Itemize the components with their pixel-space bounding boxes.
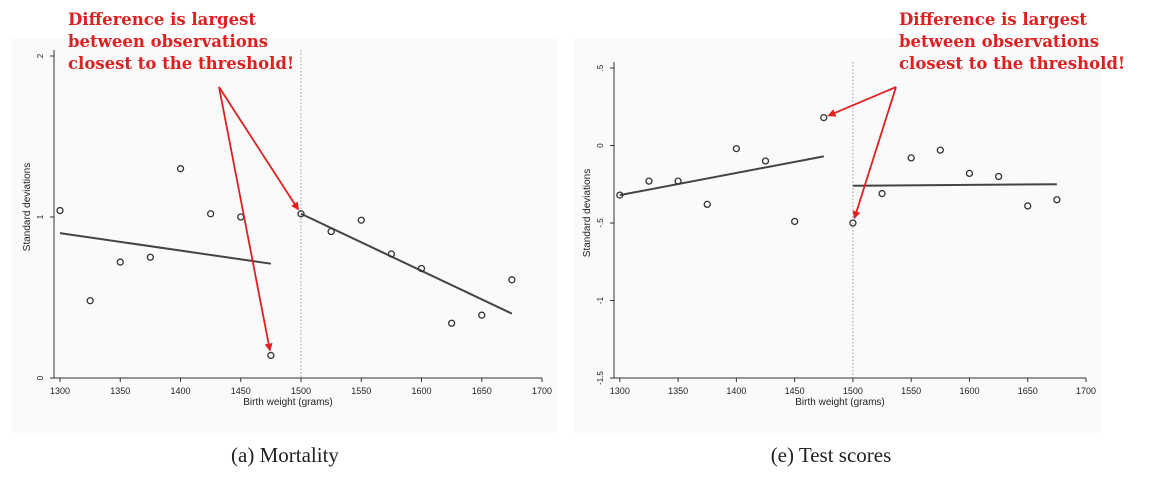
fit-line-below-threshold: [59, 232, 272, 265]
data-point: [994, 172, 1003, 181]
x-tick-label: 1300: [610, 386, 630, 396]
data-point: [616, 191, 624, 199]
caption-mortality: (a) Mortality: [231, 443, 339, 467]
x-tick-label: 1650: [472, 386, 492, 396]
data-point: [761, 157, 770, 165]
data-point: [206, 210, 215, 218]
x-tick-label: 1550: [351, 386, 371, 396]
data-point: [357, 216, 365, 224]
annotation-left-line-3: closest to the threshold!: [68, 54, 295, 73]
data-point: [267, 351, 275, 360]
caption-test-scores: (e) Test scores: [770, 443, 892, 467]
data-point: [387, 250, 396, 258]
x-tick-label: 1350: [668, 386, 688, 396]
test-scores-chart: 1300 1350 1400 1450 1500 1550 1600 1650 1700-1.5…: [582, 62, 1096, 408]
x-tick-label: 1450: [231, 386, 251, 396]
annotation-right: Difference is largest between observatio…: [899, 9, 1125, 75]
data-point: [417, 264, 426, 273]
data-point: [820, 113, 828, 122]
x-axis-label: Birth weight (grams): [795, 397, 884, 408]
x-tick-label: 1550: [901, 386, 921, 396]
data-point: [1024, 202, 1032, 210]
y-tick-label: -1: [596, 296, 605, 304]
arrow-to-point-above-threshold: [218, 86, 300, 211]
data-point: [1053, 196, 1061, 204]
data-point: [56, 206, 64, 215]
y-axis-label: Standard deviations: [22, 163, 33, 251]
data-point: [907, 154, 915, 162]
arrow-to-point-below-threshold: [827, 86, 897, 117]
data-point: [703, 200, 711, 209]
y-tick-label: 0: [36, 375, 45, 380]
chart-panel-mortality: 1300 1350 1400 1450 1500 1550 1600 1650 1700 0 1 2 B…: [12, 38, 557, 433]
arrow-to-point-below-threshold: [218, 86, 273, 352]
fit-line-above-threshold: [300, 212, 513, 315]
data-point: [146, 253, 155, 261]
data-point: [478, 311, 486, 319]
mortality-chart: 1300 1350 1400 1450 1500 1550 1600 1650 1700 0 1 2 B…: [22, 50, 552, 408]
x-tick-label: 1500: [291, 386, 311, 396]
data-point: [965, 169, 974, 178]
arrow-to-point-above-threshold: [852, 86, 897, 220]
x-tick-label: 1600: [411, 386, 431, 396]
y-tick-label: -1.5: [596, 371, 605, 385]
x-tick-label: 1350: [110, 386, 130, 396]
data-point: [936, 146, 944, 154]
y-tick-label: 0: [596, 143, 605, 148]
data-point: [447, 319, 456, 327]
data-point: [297, 210, 305, 218]
x-tick-label: 1300: [50, 386, 70, 396]
data-point: [86, 297, 94, 305]
annotation-right-line-1: Difference is largest: [899, 10, 1087, 29]
x-tick-label: 1400: [171, 386, 191, 396]
x-tick-label: 1700: [532, 386, 552, 396]
chart-panel-test-scores: 1300 1350 1400 1450 1500 1550 1600 1650 1700 -1.5…: [573, 38, 1101, 433]
fit-line-above-threshold: [852, 183, 1057, 187]
data-point: [790, 217, 799, 226]
x-tick-label: 1450: [785, 386, 805, 396]
x-tick-label: 1700: [1076, 386, 1096, 396]
x-tick-label: 1500: [843, 386, 863, 396]
x-tick-label: 1600: [959, 386, 979, 396]
data-point: [116, 258, 124, 266]
y-tick-label: 2: [36, 53, 45, 58]
x-axis-label: Birth weight (grams): [243, 397, 332, 408]
fit-line-below-threshold: [619, 155, 824, 197]
annotation-left: Difference is largest between observatio…: [68, 9, 294, 75]
x-tick-label: 1650: [1018, 386, 1038, 396]
data-point: [878, 189, 886, 198]
data-point: [176, 165, 185, 173]
data-point: [645, 177, 653, 185]
y-tick-label: .5: [596, 64, 605, 71]
annotation-left-line-2: between observations: [68, 32, 269, 51]
y-tick-label: 1: [36, 214, 45, 219]
annotation-right-line-2: between observations: [899, 32, 1100, 51]
data-point: [732, 144, 741, 153]
data-point: [849, 219, 857, 227]
data-point: [674, 177, 682, 185]
y-axis-label: Standard deviations: [582, 169, 593, 257]
data-point: [508, 276, 516, 284]
data-point: [327, 227, 335, 236]
annotation-left-line-1: Difference is largest: [68, 10, 256, 29]
y-tick-label: -.5: [596, 218, 605, 228]
x-tick-label: 1400: [726, 386, 746, 396]
annotation-right-line-3: closest to the threshold!: [899, 54, 1126, 73]
